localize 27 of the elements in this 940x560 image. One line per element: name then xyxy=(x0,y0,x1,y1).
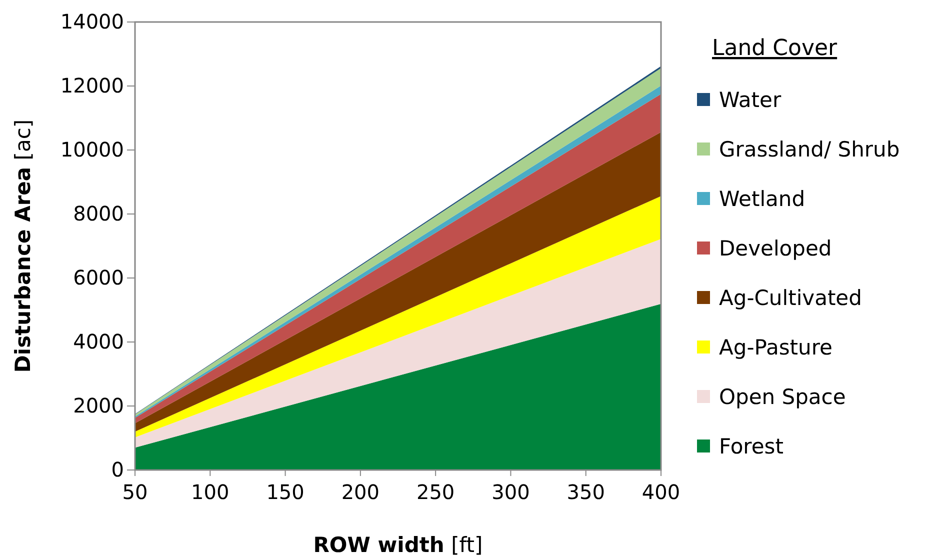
legend-label: Grassland/ Shrub xyxy=(719,138,900,162)
y-tick-label: 14000 xyxy=(60,9,124,34)
y-tick-label: 4000 xyxy=(73,329,124,354)
legend-title: Land Cover xyxy=(712,36,838,61)
legend-label: Wetland xyxy=(719,187,806,211)
legend-label: Developed xyxy=(719,236,832,260)
legend-label: Water xyxy=(719,88,782,112)
x-tick-label: 400 xyxy=(642,480,680,504)
legend-label: Forest xyxy=(719,434,784,458)
x-tick-label: 350 xyxy=(566,480,605,504)
x-tick-label: 200 xyxy=(341,480,380,504)
y-tick-label: 12000 xyxy=(60,73,124,98)
x-tick-label: 250 xyxy=(416,480,455,504)
y-tick-label: 6000 xyxy=(73,265,124,290)
y-tick-label: 8000 xyxy=(73,201,124,226)
x-tick-label: 50 xyxy=(122,480,148,504)
x-axis-title: ROW width [ft] xyxy=(313,533,483,557)
x-tick-label: 150 xyxy=(266,480,304,504)
legend-label: Ag-Pasture xyxy=(719,336,832,360)
x-tick-label: 100 xyxy=(191,480,230,504)
legend-label: Open Space xyxy=(719,385,846,409)
x-tick-label: 300 xyxy=(492,480,530,504)
y-tick-label: 0 xyxy=(111,457,124,482)
y-axis-title: Disturbance Area [ac] xyxy=(11,119,35,373)
y-tick-label: 10000 xyxy=(60,137,124,162)
legend-label: Ag-Cultivated xyxy=(719,286,862,310)
y-tick-label: 2000 xyxy=(73,393,124,418)
